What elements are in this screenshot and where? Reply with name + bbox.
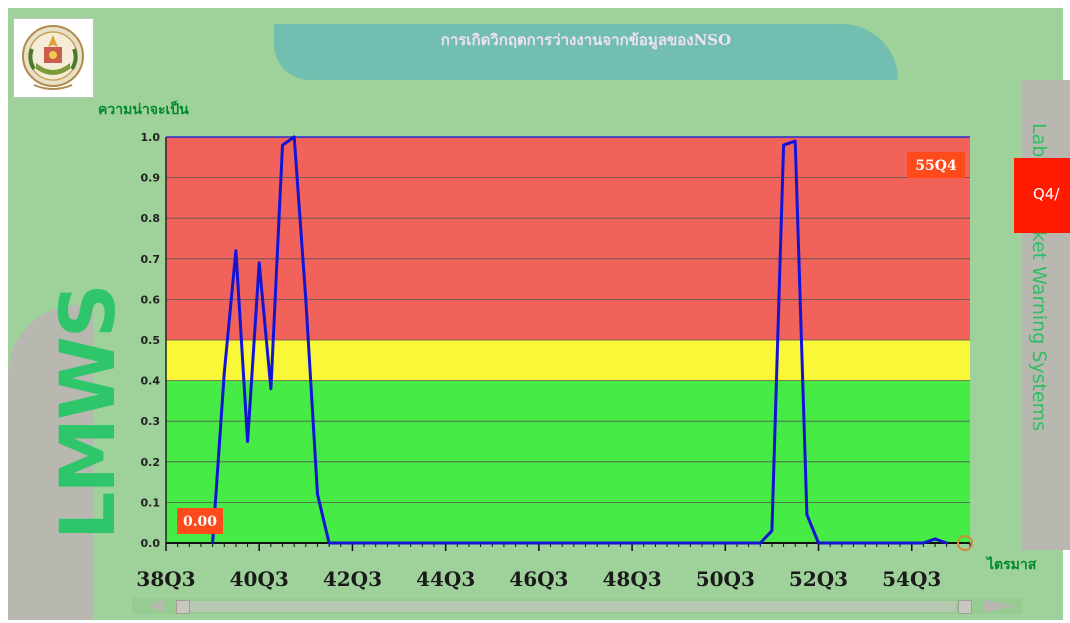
data-point <box>281 143 284 147</box>
chart-title: การเกิดวิกฤตการว่างงานจากข้อมูลของNSO <box>440 31 732 49</box>
data-point <box>258 261 261 265</box>
y-tick-label: 0.7 <box>141 253 161 266</box>
data-point <box>292 135 296 139</box>
risk-zone-1 <box>166 340 970 381</box>
emblem-icon <box>22 25 84 90</box>
scroll-thumb-right[interactable] <box>958 600 972 614</box>
x-tick-label: 46Q3 <box>509 567 568 591</box>
y-tick-label: 0.9 <box>141 172 161 185</box>
annotation-label: 0.00 <box>183 514 217 530</box>
x-tick-label: 50Q3 <box>696 567 755 591</box>
scroll-right-arrow-icon[interactable] <box>984 600 1016 612</box>
y-tick-label: 0.0 <box>141 537 161 550</box>
title-banner <box>274 24 898 80</box>
data-point <box>246 440 249 443</box>
x-tick-label: 40Q3 <box>230 567 289 591</box>
y-tick-label: 0.1 <box>141 496 161 509</box>
y-tick-label: 1.0 <box>141 131 161 144</box>
data-point <box>304 298 308 301</box>
scroll-thumb-left[interactable] <box>176 600 190 614</box>
annotation-label: 55Q4 <box>915 158 957 174</box>
data-point <box>933 537 937 541</box>
range-end-marker <box>957 535 973 551</box>
data-point <box>234 249 238 252</box>
y-tick-label: 0.5 <box>141 334 161 347</box>
left-side-band <box>8 305 93 620</box>
x-tick-label: 54Q3 <box>882 567 941 591</box>
y-tick-label: 0.8 <box>141 212 161 225</box>
data-point <box>805 513 809 516</box>
data-point <box>211 541 214 545</box>
annotation-box <box>907 152 965 178</box>
data-point <box>327 541 331 545</box>
data-point <box>316 493 319 496</box>
y-tick-label: 0.3 <box>141 415 161 428</box>
data-point <box>223 371 226 374</box>
scroll-track[interactable] <box>190 601 956 612</box>
data-point <box>770 529 774 533</box>
risk-zone-0 <box>166 137 970 340</box>
x-tick-label: 44Q3 <box>416 567 475 591</box>
series-line <box>211 135 948 545</box>
y-tick-label: 0.4 <box>141 375 161 388</box>
x-tick-label: 48Q3 <box>603 567 662 591</box>
y-tick-label: 0.6 <box>141 293 161 306</box>
y-tick-label: 0.2 <box>141 456 161 469</box>
data-point <box>817 541 820 545</box>
x-tick-label: 38Q3 <box>136 567 195 591</box>
data-point <box>945 541 948 545</box>
annotation-box <box>177 508 223 534</box>
data-point <box>922 541 925 545</box>
data-point <box>759 541 762 545</box>
data-point <box>794 139 797 143</box>
data-point <box>782 143 785 147</box>
y-axis-title: ความน่าจะเป็น <box>98 102 189 118</box>
emblem-logo <box>13 18 94 98</box>
x-tick-label: 52Q3 <box>789 567 848 591</box>
scroll-left-arrow-icon[interactable] <box>148 600 164 612</box>
data-point <box>269 387 273 390</box>
overlay-quarter-tag[interactable]: Q4/ <box>1014 158 1070 233</box>
x-axis-title: ไตรมาส <box>985 555 1037 573</box>
x-tick-label: 42Q3 <box>323 567 382 591</box>
